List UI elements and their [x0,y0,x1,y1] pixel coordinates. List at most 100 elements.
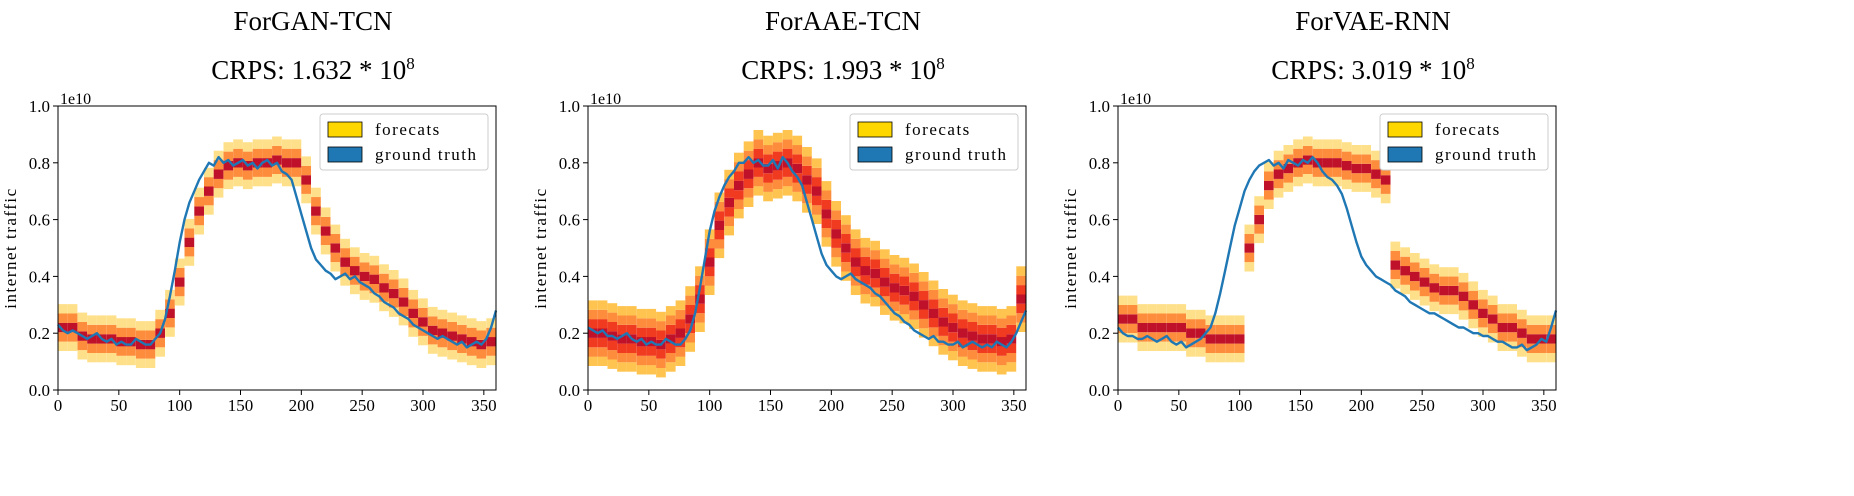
forecast-cell [938,289,949,299]
forecast-cell [967,331,978,341]
forecast-cell [1546,343,1556,353]
forecast-cell [67,341,78,351]
forecast-cell [1361,154,1371,164]
forecast-cell [1118,323,1128,334]
forecast-cell [1526,352,1537,363]
forecast-cell [116,327,127,338]
forecast-cell [597,300,608,310]
forecast-cell [281,176,292,187]
forecast-cell [792,135,803,146]
forecast-cell [1006,334,1017,344]
forecast-cell [301,193,311,204]
forecast-cell [996,346,1007,356]
forecast-cell [291,176,302,187]
forecast-cell [1137,322,1148,333]
forecast-cell [996,327,1007,338]
forecast-cell [135,330,146,340]
forecast-cell [1341,170,1352,180]
forecast-cell [753,158,764,168]
forecast-cell [1390,260,1401,270]
forecast-cell [223,142,234,152]
legend-swatch-ground-truth [327,146,363,163]
forecast-cell [1487,304,1498,315]
y-tick-label: 0.6 [559,211,580,230]
forecast-cell [1186,309,1196,320]
forecast-cell [967,340,978,351]
x-tick-label: 150 [228,396,254,415]
forecast-cell [340,266,350,277]
forecast-cell [1400,247,1410,257]
forecast-cell [1176,322,1187,333]
forecast-cell [870,278,880,288]
forecast-cell [811,167,822,178]
forecast-cell [223,170,234,180]
forecast-cell [763,135,773,146]
x-tick-label: 50 [640,396,657,415]
forecast-cell [223,179,234,190]
forecast-cell [1244,262,1255,272]
chart-panel-forvae-rnn: ForVAE-RNN CRPS: 3.019 * 108 0 50 100 150 20… [1061,0,1678,496]
forecast-cell [486,355,496,366]
forecast-cell [928,308,939,318]
forecast-cell [165,308,175,318]
forecast-cell [909,272,919,283]
forecast-cell [457,315,467,325]
forecast-cell [272,174,282,184]
forecast-cell [743,169,754,179]
forecast-cell [340,257,350,267]
forecast-cell [135,358,146,368]
y-tick-label: 0.2 [1089,324,1110,343]
chart-plot: 0 50 100 150 200 250 300 350 0.0 0.2 0.4 0.6 0.8 1.0 1… [1061,91,1558,415]
forecast-cell [301,165,311,176]
forecast-cell [1439,267,1449,277]
forecast-cell [1166,322,1177,333]
crps-label: CRPS: 1.632 * 10 [211,55,407,85]
x-tick-label: 200 [1349,396,1375,415]
forecast-cell [398,306,409,316]
forecast-cell [1458,272,1469,283]
forecast-cell [1137,313,1148,323]
forecast-cell [1283,163,1294,174]
forecast-cell [996,318,1007,328]
forecast-cell [1380,193,1391,204]
forecast-cell [734,190,744,200]
forecast-cell [802,156,812,166]
forecast-cell [948,304,958,314]
y-tick-label: 0.4 [1089,267,1111,286]
forecast-cell [1205,352,1216,363]
forecast-cell [704,276,715,286]
forecast-cell [476,321,487,331]
forecast-cell [126,327,136,338]
forecast-cell [1127,314,1138,324]
forecast-cell [1293,158,1303,168]
forecast-cell [1205,324,1216,335]
forecast-cell [301,175,311,185]
forecast-cell [1244,224,1255,234]
forecast-cell [1195,319,1206,329]
forecast-cell [782,139,793,149]
forecast-cell [1215,324,1225,335]
forecast-cell [1016,313,1026,323]
x-tick-label: 0 [584,396,593,415]
forecast-cell [457,352,467,363]
forecast-cell [1526,315,1537,325]
chart-plot: 0 50 100 150 200 250 300 350 0.0 0.2 0.4 0.6 0.8 1.0 1… [531,91,1028,415]
forecast-cell [174,268,185,278]
forecast-cell [957,319,968,329]
forecast-cell [880,258,890,268]
forecast-cell [408,318,419,328]
forecast-cell [1546,334,1556,344]
forecast-cell [899,257,910,268]
forecast-cell [957,328,968,338]
forecast-cell [802,147,812,157]
forecast-cell [1439,295,1449,305]
forecast-cell [636,365,647,375]
forecast-cell [398,287,409,298]
forecast-cell [1371,150,1381,161]
plot-frame [57,105,497,391]
forecast-cell [743,141,754,151]
forecast-cell [870,297,880,307]
forecast-cell [734,209,744,219]
forecast-cell [685,286,695,296]
forecast-cell [597,309,608,320]
